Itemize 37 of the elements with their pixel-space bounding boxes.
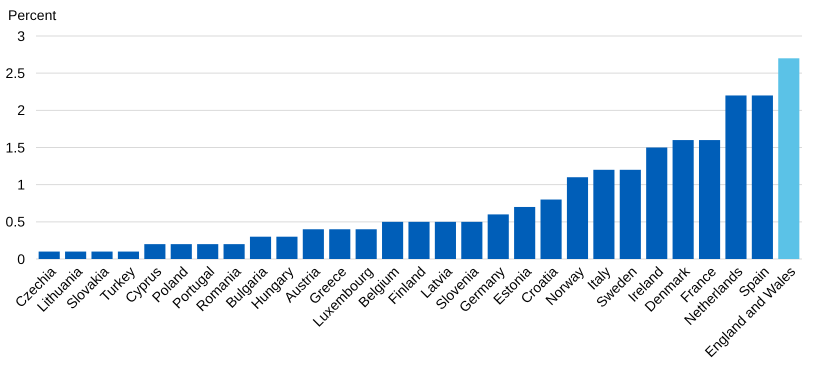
bar xyxy=(170,244,192,259)
y-axis-title: Percent xyxy=(8,7,56,23)
bar xyxy=(461,222,482,259)
bar xyxy=(38,252,60,259)
bar xyxy=(540,200,562,259)
bar xyxy=(514,206,536,259)
y-tick-label: 2.5 xyxy=(6,65,26,82)
bar xyxy=(224,244,245,259)
bar xyxy=(488,214,509,259)
bar xyxy=(646,148,668,259)
bar xyxy=(276,236,298,259)
bar xyxy=(250,236,272,259)
y-tick-label: 0 xyxy=(17,250,26,267)
bar xyxy=(408,222,430,259)
bar xyxy=(593,170,614,259)
y-tick-label: 2 xyxy=(17,102,26,118)
bar xyxy=(620,170,641,259)
bar xyxy=(382,222,404,259)
y-tick-label: 3 xyxy=(17,28,26,44)
bar xyxy=(356,229,377,259)
bar xyxy=(91,252,113,259)
bar xyxy=(65,252,86,259)
bar xyxy=(434,222,456,259)
bar xyxy=(566,177,588,259)
y-tick-label: 1 xyxy=(17,176,26,193)
bar xyxy=(698,140,720,259)
bar xyxy=(752,95,773,259)
bar xyxy=(118,252,140,259)
bar xyxy=(144,244,166,259)
bar xyxy=(672,140,694,259)
y-tick-label: 0.5 xyxy=(6,214,26,230)
bar xyxy=(778,58,800,259)
bar xyxy=(197,244,218,259)
y-tick-label: 1.5 xyxy=(6,139,26,156)
bar xyxy=(329,229,350,259)
bar xyxy=(725,95,747,259)
bar xyxy=(302,229,324,259)
